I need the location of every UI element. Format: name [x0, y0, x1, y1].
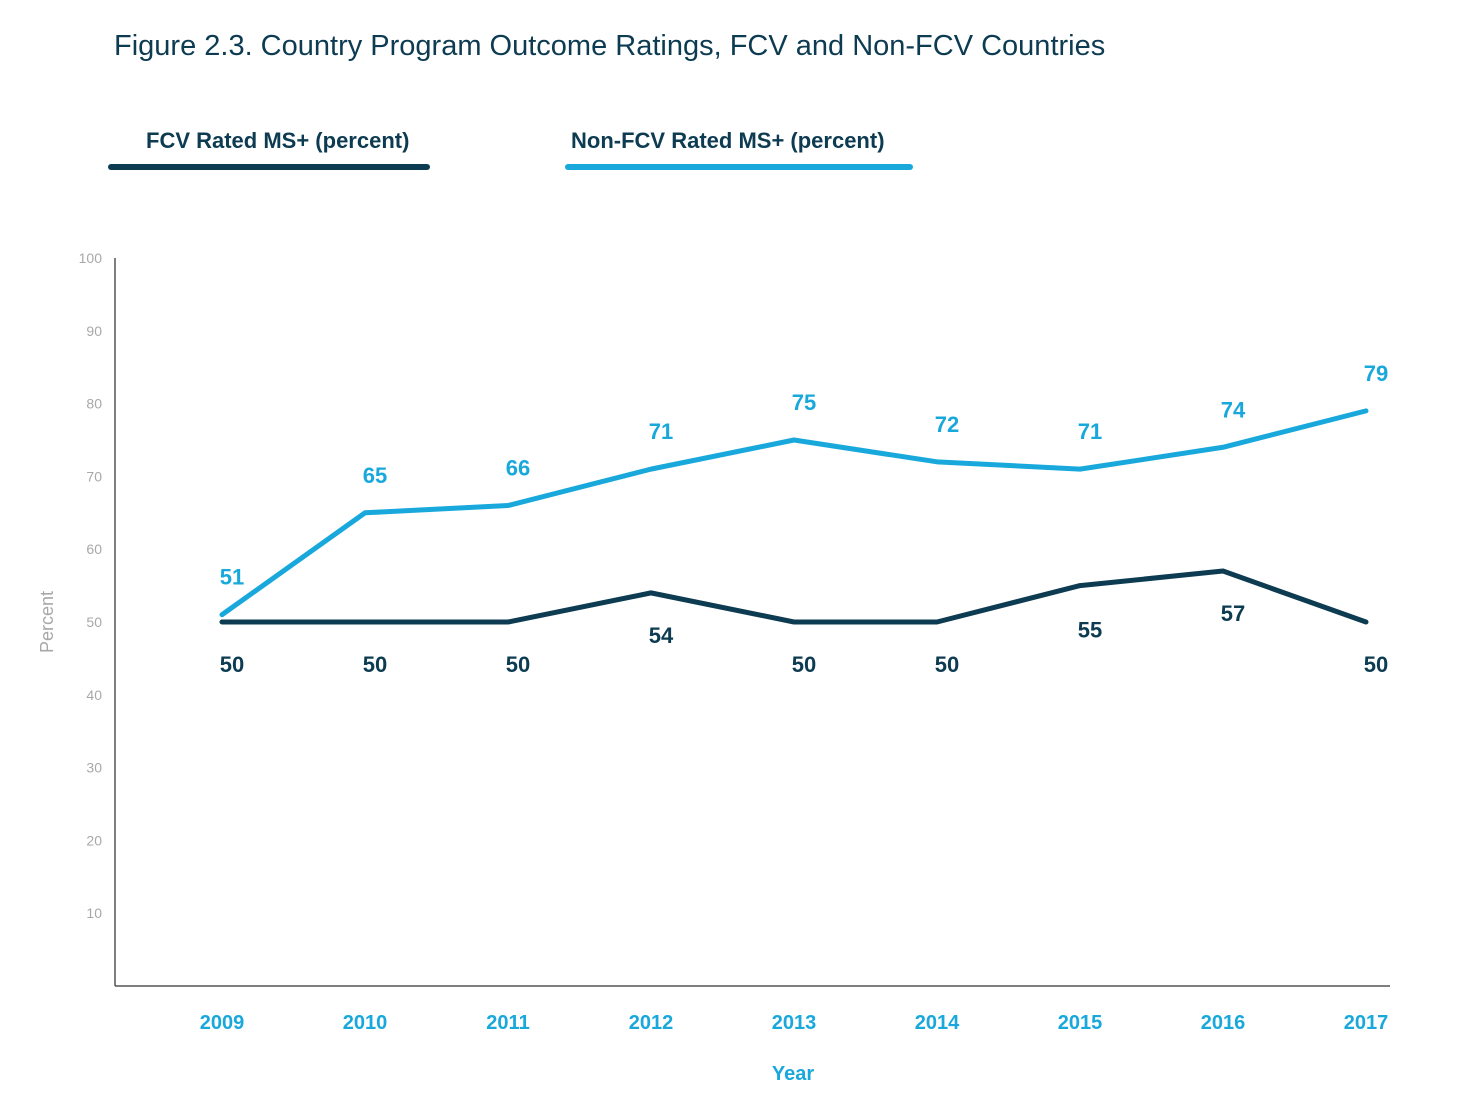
data-label-nonfcv: 71	[649, 419, 673, 444]
y-tick-labels: 10 20 30 40 50 60 70 80 90 100	[79, 250, 103, 921]
y-tick-label: 100	[79, 250, 103, 266]
chart-title: Figure 2.3. Country Program Outcome Rati…	[114, 30, 1106, 62]
data-label-nonfcv: 75	[792, 390, 816, 415]
data-label-fcv: 50	[363, 652, 387, 677]
data-label-nonfcv: 51	[220, 565, 244, 590]
legend-item-nonfcv: Non-FCV Rated MS+ (percent)	[565, 128, 913, 170]
y-tick-label: 30	[86, 760, 102, 776]
x-axis-label: Year	[772, 1063, 814, 1085]
x-tick-label: 2009	[200, 1012, 245, 1034]
x-tick-label: 2013	[772, 1012, 817, 1034]
x-tick-label: 2012	[629, 1012, 674, 1034]
y-tick-label: 20	[86, 832, 102, 848]
x-tick-label: 2011	[486, 1012, 529, 1034]
x-tick-label: 2014	[915, 1012, 960, 1034]
data-label-fcv: 55	[1078, 618, 1102, 643]
data-label-fcv: 50	[506, 652, 530, 677]
axes	[114, 258, 1390, 987]
data-label-nonfcv: 79	[1364, 361, 1388, 386]
data-label-fcv: 50	[1364, 652, 1388, 677]
legend-swatch-nonfcv	[565, 164, 913, 170]
data-label-nonfcv: 72	[935, 412, 959, 437]
x-tick-label: 2015	[1058, 1012, 1103, 1034]
data-label-nonfcv: 74	[1221, 397, 1246, 422]
data-label-fcv: 50	[792, 652, 816, 677]
data-labels: 50 50 50 54 50 50 55 57 50 51 65 66 71 75 72 71 74 79	[220, 361, 1388, 677]
data-label-nonfcv: 66	[506, 456, 530, 481]
legend-item-fcv: FCV Rated MS+ (percent)	[108, 128, 430, 170]
series-line-fcv	[219, 568, 1369, 625]
data-label-fcv: 50	[220, 652, 244, 677]
data-label-fcv: 50	[935, 652, 959, 677]
y-tick-label: 40	[86, 687, 102, 703]
x-tick-label: 2010	[343, 1012, 388, 1034]
x-tick-label: 2017	[1344, 1012, 1389, 1034]
y-tick-label: 60	[86, 541, 102, 557]
y-tick-label: 80	[86, 396, 102, 412]
legend-label-fcv: FCV Rated MS+ (percent)	[146, 128, 410, 153]
series-line-nonfcv	[219, 408, 1369, 618]
y-tick-label: 90	[86, 323, 102, 339]
y-tick-label: 70	[86, 468, 102, 484]
x-tick-labels: 2009 2010 2011 2012 2013 2014 2015 2016 2017	[200, 1012, 1389, 1034]
x-tick-label: 2016	[1201, 1012, 1246, 1034]
data-label-nonfcv: 71	[1078, 419, 1102, 444]
y-tick-label: 10	[86, 905, 102, 921]
y-axis-label: Percent	[37, 591, 57, 653]
data-label-nonfcv: 65	[363, 463, 387, 488]
y-tick-label: 50	[86, 614, 102, 630]
legend-swatch-fcv	[108, 164, 430, 170]
data-label-fcv: 57	[1221, 601, 1245, 626]
legend-label-nonfcv: Non-FCV Rated MS+ (percent)	[571, 128, 885, 153]
data-label-fcv: 54	[649, 623, 674, 648]
series-lines	[219, 408, 1369, 625]
